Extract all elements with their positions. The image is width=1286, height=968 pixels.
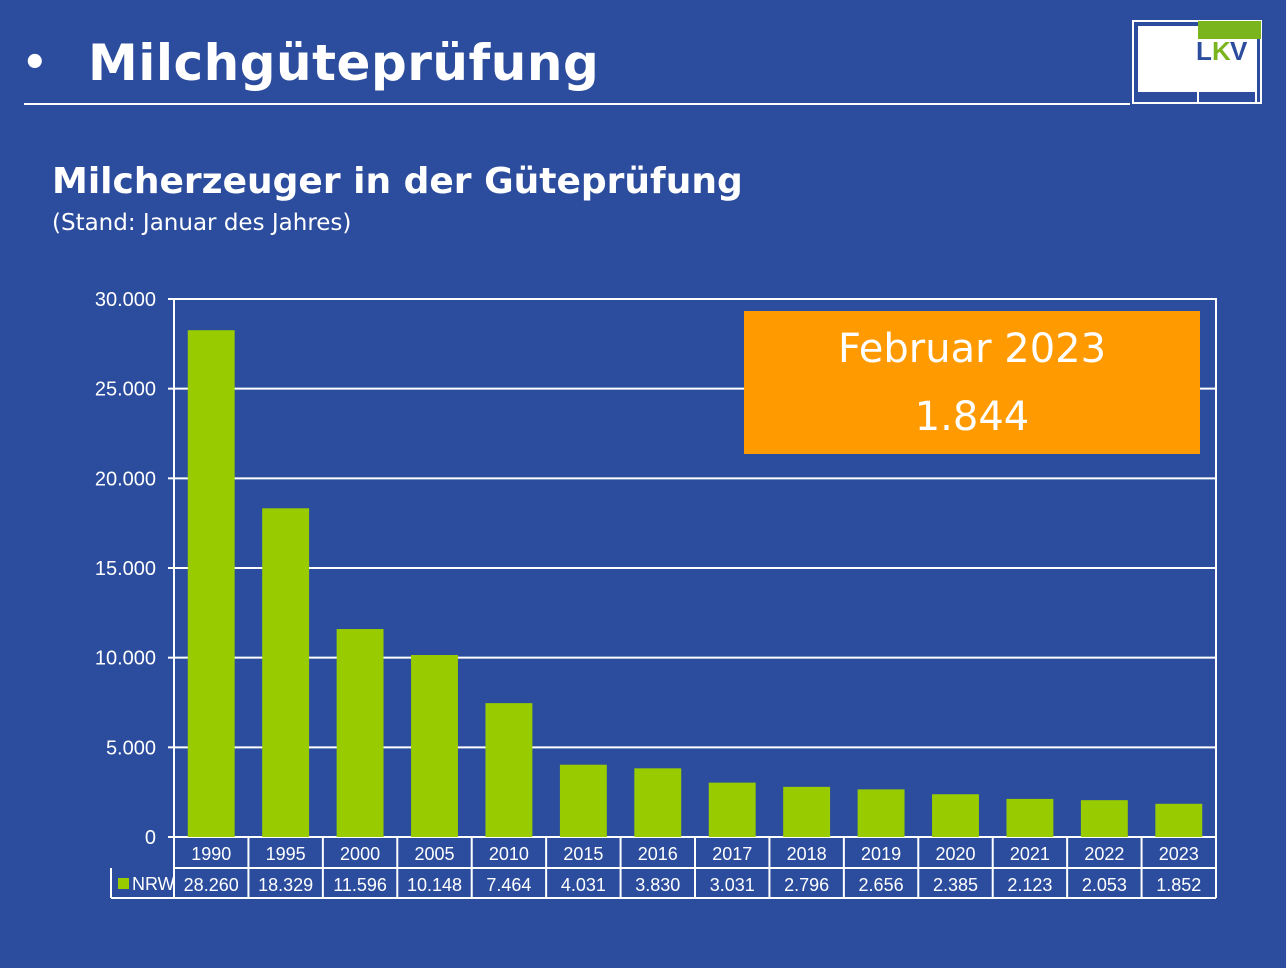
bar xyxy=(485,703,533,837)
data-label: 28.260 xyxy=(184,875,239,895)
bar xyxy=(1080,800,1128,837)
bar xyxy=(336,629,384,837)
legend-label: NRW xyxy=(132,874,175,894)
logo-letter-l: L xyxy=(1196,36,1212,66)
legend-swatch xyxy=(118,878,129,889)
x-tick-label: 2005 xyxy=(414,844,454,864)
x-tick-label: 2018 xyxy=(787,844,827,864)
x-tick-label: 2017 xyxy=(712,844,752,864)
y-tick-label: 5.000 xyxy=(106,737,156,759)
x-tick-label: 2023 xyxy=(1159,844,1199,864)
data-label: 2.796 xyxy=(784,875,829,895)
bar xyxy=(1006,798,1054,837)
data-label: 2.053 xyxy=(1082,875,1127,895)
bar xyxy=(559,764,607,837)
bar xyxy=(932,794,979,837)
data-label: 3.031 xyxy=(710,875,755,895)
bullet-marker: • xyxy=(22,40,48,86)
logo-letter-v: V xyxy=(1230,36,1248,66)
data-label: 18.329 xyxy=(258,875,313,895)
callout-value: 1.844 xyxy=(914,393,1030,440)
bar xyxy=(634,768,682,837)
y-tick-label: 10.000 xyxy=(95,648,156,670)
x-tick-label: 1995 xyxy=(266,844,306,864)
x-tick-label: 2000 xyxy=(340,844,380,864)
y-tick-label: 0 xyxy=(145,827,156,849)
data-label: 3.830 xyxy=(635,875,680,895)
data-label: 7.464 xyxy=(486,875,531,895)
x-tick-label: 2016 xyxy=(638,844,678,864)
logo-letter-k: K xyxy=(1212,36,1231,66)
bar xyxy=(262,508,310,837)
callout-title: Februar 2023 xyxy=(837,325,1107,372)
x-tick-label: 2022 xyxy=(1084,844,1124,864)
page-title: Milchgüteprüfung xyxy=(88,34,600,92)
data-label: 2.123 xyxy=(1007,875,1052,895)
callout-box: Februar 2023 1.844 xyxy=(744,311,1200,454)
x-tick-label: 2015 xyxy=(563,844,603,864)
x-tick-label: 2021 xyxy=(1010,844,1050,864)
bar xyxy=(1155,803,1203,837)
data-label: 2.656 xyxy=(859,875,904,895)
x-tick-label: 2020 xyxy=(935,844,975,864)
x-tick-label: 2010 xyxy=(489,844,529,864)
bar xyxy=(187,330,235,837)
y-tick-label: 20.000 xyxy=(95,468,156,490)
y-tick-label: 30.000 xyxy=(95,289,156,311)
y-axis-labels: 0 5.000 10.000 15.000 20.000 25.000 30.000 xyxy=(95,289,156,849)
chart-subtitle: (Stand: Januar des Jahres) xyxy=(52,210,352,236)
y-tick-label: 15.000 xyxy=(95,558,156,580)
x-tick-label: 2019 xyxy=(861,844,901,864)
data-table: 1990 28.260 1995 18.329 2000 11.596 2005 10.148… xyxy=(110,837,1217,899)
bar xyxy=(857,789,905,837)
y-tick-label: 25.000 xyxy=(95,379,156,401)
data-label: 11.596 xyxy=(333,875,387,895)
lkv-logo: L K V xyxy=(1132,20,1262,104)
bar xyxy=(708,782,756,837)
chart-title: Milcherzeuger in der Güteprüfung xyxy=(52,161,743,202)
title-rule xyxy=(24,103,1130,105)
bar-series xyxy=(187,330,1203,837)
data-label: 4.031 xyxy=(561,875,606,895)
x-tick-label: 1990 xyxy=(191,844,231,864)
data-label: 2.385 xyxy=(933,875,978,895)
bar xyxy=(411,655,458,837)
data-label: 1.852 xyxy=(1156,875,1201,895)
data-label: 10.148 xyxy=(407,875,462,895)
bar xyxy=(783,786,831,837)
